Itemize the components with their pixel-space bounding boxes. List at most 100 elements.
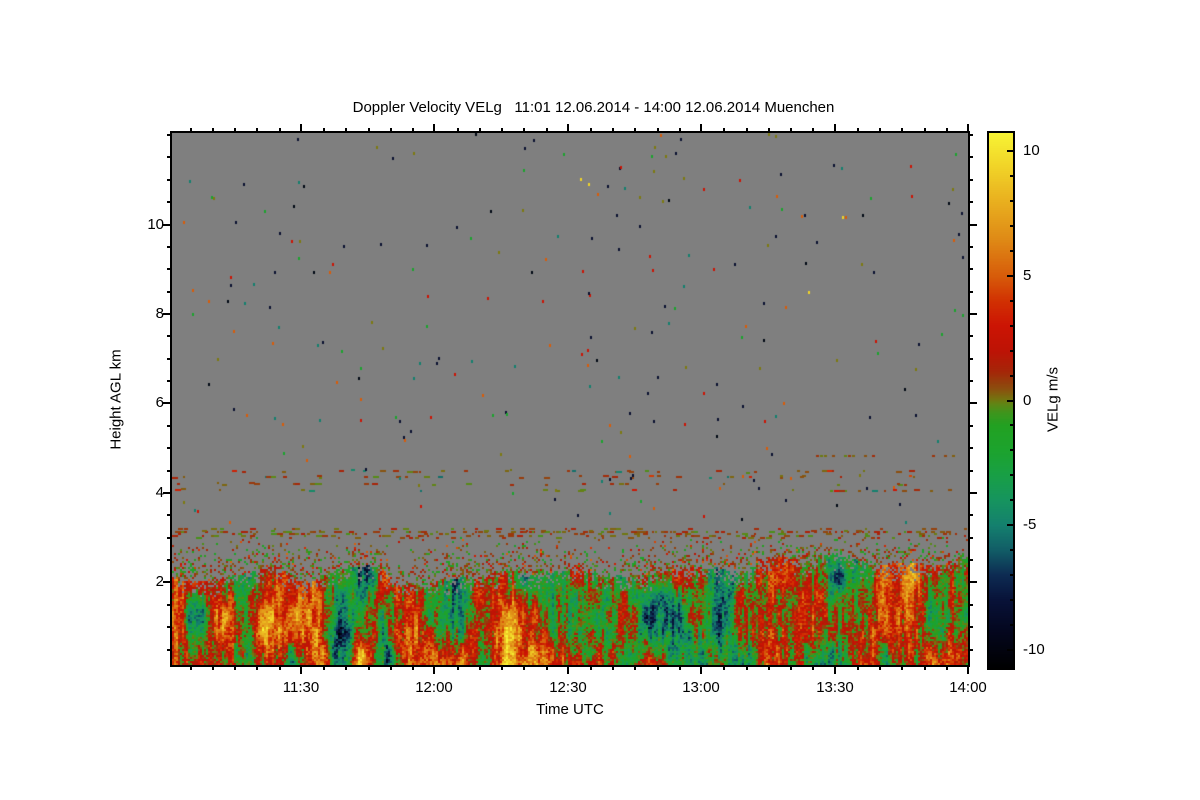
x-minor-tick-top — [323, 128, 325, 133]
x-minor-tick-top — [479, 128, 481, 133]
y-minor-tick — [167, 179, 172, 181]
y-major-tick — [163, 402, 172, 404]
colorbar-minor-tick — [1010, 624, 1013, 626]
x-minor-tick — [679, 665, 681, 670]
colorbar-minor-tick — [1010, 449, 1013, 451]
x-minor-tick-top — [634, 128, 636, 133]
colorbar-label: VELg m/s — [1044, 366, 1062, 433]
colorbar-minor-tick — [1010, 350, 1013, 352]
y-minor-tick — [167, 626, 172, 628]
x-axis-label: Time UTC — [536, 701, 604, 718]
x-tick-label: 13:30 — [816, 679, 854, 696]
x-minor-tick — [946, 665, 948, 670]
colorbar-minor-tick — [1010, 175, 1013, 177]
y-minor-tick-right — [968, 246, 973, 248]
colorbar-minor-tick — [1010, 250, 1013, 252]
y-minor-tick — [167, 447, 172, 449]
doppler-velocity-heatmap — [172, 133, 968, 665]
y-tick-label: 6 — [155, 394, 164, 411]
y-minor-tick — [167, 537, 172, 539]
y-minor-tick-right — [968, 291, 973, 293]
x-minor-tick — [879, 665, 881, 670]
colorbar-tick-label: 5 — [1023, 267, 1032, 284]
x-minor-tick-top — [501, 128, 503, 133]
x-minor-tick-top — [212, 128, 214, 133]
x-minor-tick-top — [746, 128, 748, 133]
x-minor-tick-top — [234, 128, 236, 133]
y-minor-tick-right — [968, 626, 973, 628]
x-minor-tick — [901, 665, 903, 670]
y-minor-tick — [167, 380, 172, 382]
y-minor-tick-right — [968, 537, 973, 539]
x-minor-tick-top — [812, 128, 814, 133]
y-minor-tick-right — [968, 179, 973, 181]
colorbar-tick-label: -10 — [1023, 641, 1045, 658]
x-minor-tick — [501, 665, 503, 670]
y-minor-tick-right — [968, 514, 973, 516]
y-tick-label: 4 — [155, 484, 164, 501]
x-minor-tick — [590, 665, 592, 670]
x-minor-tick-top — [657, 128, 659, 133]
x-minor-tick-top — [857, 128, 859, 133]
x-minor-tick — [412, 665, 414, 670]
y-tick-label: 8 — [155, 305, 164, 322]
x-major-tick-top — [834, 124, 836, 133]
colorbar-minor-tick — [1010, 200, 1013, 202]
y-major-tick-right — [968, 402, 977, 404]
colorbar-major-tick — [1007, 524, 1013, 526]
y-minor-tick — [167, 358, 172, 360]
colorbar-minor-tick — [1010, 424, 1013, 426]
y-major-tick-right — [968, 224, 977, 226]
x-minor-tick-top — [879, 128, 881, 133]
x-minor-tick-top — [924, 128, 926, 133]
x-minor-tick — [457, 665, 459, 670]
x-minor-tick-top — [390, 128, 392, 133]
y-minor-tick — [167, 514, 172, 516]
y-minor-tick — [167, 268, 172, 270]
x-minor-tick-top — [901, 128, 903, 133]
x-minor-tick — [924, 665, 926, 670]
colorbar-major-tick — [1007, 400, 1013, 402]
y-minor-tick — [167, 649, 172, 651]
colorbar: 10 5 0 -5 -10 — [987, 131, 1045, 670]
y-minor-tick-right — [968, 559, 973, 561]
x-minor-tick-top — [190, 128, 192, 133]
y-major-tick — [163, 313, 172, 315]
x-minor-tick — [390, 665, 392, 670]
y-major-tick — [163, 224, 172, 226]
x-minor-tick — [812, 665, 814, 670]
x-tick-label: 13:00 — [682, 679, 720, 696]
colorbar-tick-label: -5 — [1023, 516, 1037, 533]
y-minor-tick-right — [968, 380, 973, 382]
colorbar-minor-tick — [1010, 325, 1013, 327]
x-minor-tick-top — [368, 128, 370, 133]
y-major-tick-right — [968, 313, 977, 315]
x-minor-tick — [790, 665, 792, 670]
colorbar-minor-tick — [1010, 549, 1013, 551]
y-minor-tick — [167, 291, 172, 293]
x-major-tick-top — [967, 124, 969, 133]
y-minor-tick-right — [968, 268, 973, 270]
y-tick-label: 2 — [155, 573, 164, 590]
x-minor-tick — [256, 665, 258, 670]
colorbar-major-tick — [1007, 150, 1013, 152]
x-minor-tick-top — [946, 128, 948, 133]
x-major-tick-top — [567, 124, 569, 133]
x-minor-tick-top — [279, 128, 281, 133]
y-minor-tick-right — [968, 335, 973, 337]
y-minor-tick — [167, 156, 172, 158]
colorbar-minor-tick — [1010, 300, 1013, 302]
y-minor-tick-right — [968, 425, 973, 427]
x-minor-tick — [634, 665, 636, 670]
x-tick-label: 12:30 — [549, 679, 587, 696]
x-minor-tick-top — [546, 128, 548, 133]
colorbar-tick-label: 10 — [1023, 142, 1040, 159]
y-axis-label: Height AGL km — [107, 349, 125, 450]
y-minor-tick — [167, 134, 172, 136]
x-minor-tick — [768, 665, 770, 670]
x-minor-tick — [523, 665, 525, 670]
y-minor-tick-right — [968, 604, 973, 606]
y-minor-tick-right — [968, 156, 973, 158]
x-minor-tick-top — [256, 128, 258, 133]
